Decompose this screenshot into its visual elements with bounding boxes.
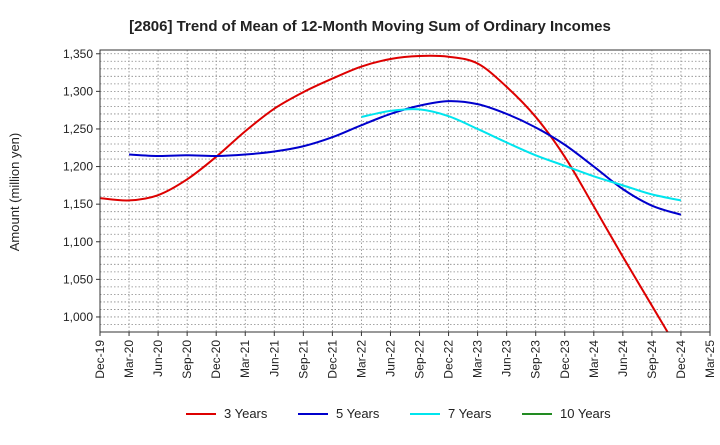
- grid-lines: [100, 50, 710, 333]
- x-tick-label: Sep-20: [180, 340, 194, 379]
- legend-label-5-years: 5 Years: [336, 406, 380, 421]
- x-tick-label: Sep-21: [296, 340, 310, 379]
- legend-label-3-years: 3 Years: [224, 406, 268, 421]
- y-tick-label: 1,050: [63, 272, 93, 286]
- y-tick-label: 1,250: [63, 122, 93, 136]
- x-tick-label: Jun-21: [267, 340, 281, 377]
- x-tick-label: Dec-20: [209, 340, 223, 379]
- chart-title: [2806] Trend of Mean of 12-Month Moving …: [129, 18, 611, 35]
- y-tick-label: 1,000: [63, 310, 93, 324]
- x-tick-label: Sep-23: [529, 340, 543, 379]
- x-tick-label: Jun-22: [383, 340, 397, 377]
- series-line-3-years: [100, 54, 669, 332]
- x-tick-label: Mar-22: [354, 340, 368, 378]
- x-tick-label: Dec-23: [558, 340, 572, 379]
- series-line-7-years: [361, 108, 682, 202]
- y-tick-label: 1,200: [63, 160, 93, 174]
- axis-ticks: 1,000 1,050 1,100 1,150 1,200 1,250 1,300 1,350…: [63, 47, 717, 379]
- x-tick-label: Sep-22: [413, 340, 427, 379]
- x-tick-label: Mar-24: [587, 340, 601, 378]
- legend: 3 Years 5 Years 7 Years 10 Years: [186, 406, 611, 421]
- x-tick-label: Jun-23: [500, 340, 514, 377]
- x-tick-label: Jun-24: [616, 340, 630, 377]
- series-line-5-years: [128, 100, 682, 216]
- legend-label-7-years: 7 Years: [448, 406, 492, 421]
- x-tick-label: Sep-24: [645, 340, 659, 379]
- x-tick-label: Mar-21: [238, 340, 252, 378]
- series-lines: [100, 54, 682, 332]
- x-tick-label: Dec-24: [674, 340, 688, 379]
- x-tick-label: Mar-25: [703, 340, 717, 378]
- x-tick-label: Dec-21: [325, 340, 339, 379]
- y-tick-label: 1,150: [63, 197, 93, 211]
- legend-label-10-years: 10 Years: [560, 406, 611, 421]
- y-tick-label: 1,300: [63, 84, 93, 98]
- y-tick-label: 1,100: [63, 235, 93, 249]
- x-tick-label: Mar-23: [471, 340, 485, 378]
- x-tick-label: Mar-20: [122, 340, 136, 378]
- y-axis-label: Amount (million yen): [7, 133, 22, 252]
- x-tick-label: Dec-19: [93, 340, 107, 379]
- x-tick-label: Jun-20: [151, 340, 165, 377]
- plot-frame: [99, 49, 711, 333]
- x-tick-label: Dec-22: [442, 340, 456, 379]
- y-tick-label: 1,350: [63, 47, 93, 61]
